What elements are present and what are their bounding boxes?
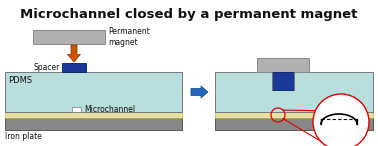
Bar (5, 118, 182, 130)
Text: Spacer: Spacer (34, 63, 60, 72)
Bar (215, 72, 373, 112)
Text: Iron plate: Iron plate (5, 132, 42, 141)
Bar (215, 112, 373, 118)
Text: Microchannel closed by a permanent magnet: Microchannel closed by a permanent magne… (20, 8, 358, 21)
Text: Microchannel: Microchannel (84, 105, 135, 114)
FancyArrow shape (191, 86, 208, 98)
Bar (5, 112, 182, 118)
Bar (72, 107, 81, 112)
Bar (257, 58, 309, 72)
Bar (215, 118, 373, 130)
Bar (272, 72, 294, 90)
FancyArrow shape (68, 45, 81, 62)
Bar (5, 72, 182, 112)
Text: Permanent
magnet: Permanent magnet (108, 27, 150, 47)
Bar (62, 63, 86, 72)
Circle shape (313, 94, 369, 146)
Bar (33, 30, 105, 44)
Text: PDMS: PDMS (8, 76, 32, 85)
